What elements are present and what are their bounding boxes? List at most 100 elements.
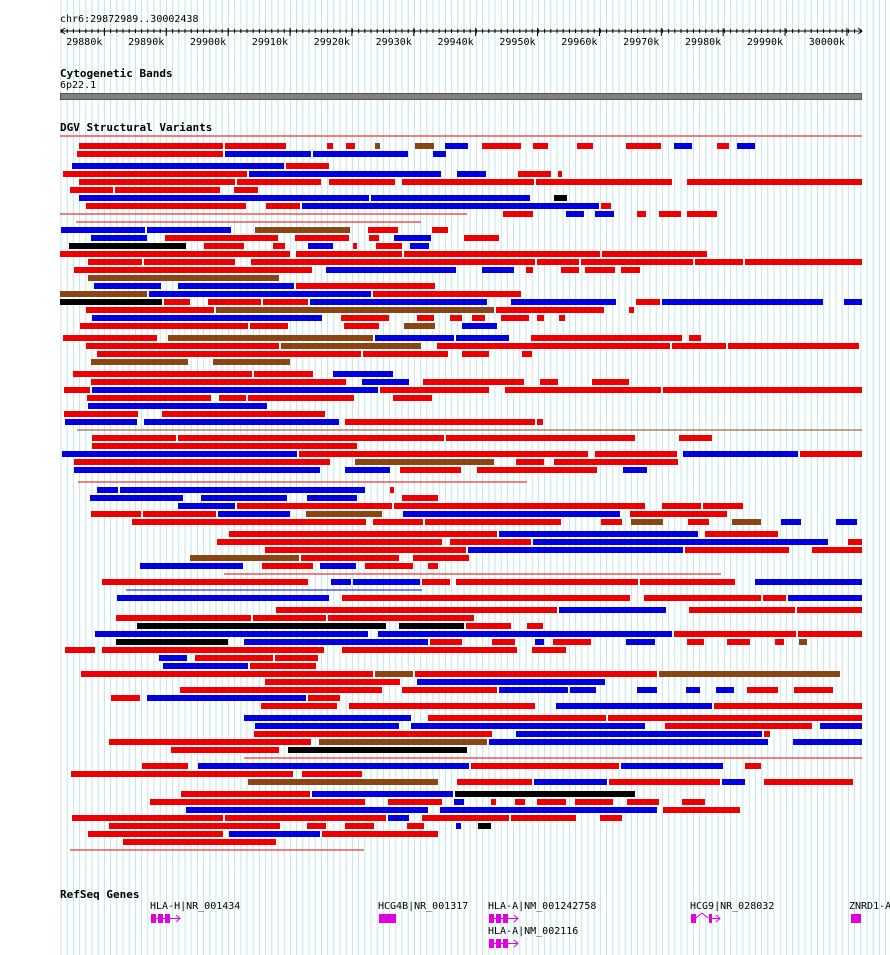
variant-feature [394, 235, 431, 241]
variant-feature [609, 779, 720, 785]
gene-label-hla-h[interactable]: HLA-H|NR_001434 [150, 901, 241, 912]
variant-feature [116, 615, 251, 621]
variant-feature [445, 143, 468, 149]
refseq-track-title: RefSeq Genes [60, 888, 140, 901]
variant-feature [88, 403, 267, 409]
variant-feature [60, 299, 162, 305]
variant-feature [601, 519, 622, 525]
variant-feature [788, 595, 862, 601]
gene-model-hla-h[interactable] [151, 914, 181, 923]
variant-feature [679, 435, 712, 441]
variant-feature [218, 511, 290, 517]
variant-feature [531, 335, 682, 341]
variant-feature [64, 387, 90, 393]
variant-feature [216, 307, 494, 313]
variant-feature [63, 335, 157, 341]
variant-feature [331, 579, 351, 585]
gene-label-znrd1[interactable]: ZNRD1-A [849, 901, 890, 912]
variant-feature [462, 323, 497, 329]
variant-feature [585, 267, 615, 273]
variant-feature [629, 307, 634, 313]
gene-model-hla-a-1[interactable] [489, 914, 519, 923]
variant-feature [369, 235, 379, 241]
gene-model-hcg9[interactable] [691, 912, 721, 923]
variant-feature [375, 143, 380, 149]
variant-feature [345, 823, 374, 829]
variant-feature [266, 203, 300, 209]
variant-feature [665, 723, 812, 729]
variant-feature [255, 227, 350, 233]
ruler-tick-label: 29880k [66, 37, 102, 48]
gene-label-hla-a-1[interactable]: HLA-A|NM_001242758 [488, 901, 597, 912]
variant-feature [79, 143, 223, 149]
variant-feature [86, 343, 279, 349]
variant-feature [313, 151, 408, 157]
variant-feature [554, 195, 567, 201]
variant-feature [73, 371, 252, 377]
variant-feature [595, 211, 614, 217]
variant-feature [775, 639, 784, 645]
variant-feature [689, 607, 795, 613]
variant-feature [116, 639, 228, 645]
variant-feature [570, 687, 596, 693]
gene-model-hcg4b[interactable] [379, 914, 396, 923]
variant-feature [244, 715, 411, 721]
variant-feature [623, 467, 647, 473]
location-label: chr6:29872989..30002438 [60, 14, 199, 25]
variant-feature [306, 511, 382, 517]
variant-feature [812, 547, 862, 553]
gene-label-hla-a-2[interactable]: HLA-A|NM_002116 [488, 926, 579, 937]
variant-feature [566, 211, 584, 217]
variant-feature [798, 631, 862, 637]
variant-feature [111, 695, 140, 701]
gene-model-znrd1[interactable] [851, 914, 861, 923]
variant-feature [91, 511, 141, 517]
variant-feature [162, 411, 325, 417]
variant-feature [60, 291, 147, 297]
gene-label-hcg9[interactable]: HCG9|NR_028032 [690, 901, 775, 912]
variant-feature [714, 703, 862, 709]
variant-feature [281, 343, 421, 349]
variant-feature [140, 563, 243, 569]
variant-feature [482, 267, 514, 273]
variant-feature [97, 351, 361, 357]
variant-feature [457, 779, 532, 785]
ruler-tick-label: 30000k [809, 37, 845, 48]
gene-label-hcg4b[interactable]: HCG4B|NR_001317 [378, 901, 469, 912]
variant-feature [273, 243, 285, 249]
variant-feature [102, 579, 308, 585]
variant-feature [363, 351, 448, 357]
variant-feature [781, 519, 801, 525]
variant-feature [88, 831, 223, 837]
variant-feature [553, 639, 591, 645]
variant-feature [60, 251, 290, 257]
variant-feature [63, 171, 247, 177]
coordinate-ruler[interactable]: 29880k 29890k 29900k 29910k 29920k 29930k 2994… [0, 26, 890, 48]
variant-feature [109, 823, 280, 829]
variant-feature [413, 555, 469, 561]
variant-feature [225, 143, 286, 149]
variant-feature [190, 555, 299, 561]
variant-feature [602, 251, 707, 257]
variant-feature [491, 799, 496, 805]
cytoband-bar[interactable] [60, 93, 862, 100]
variant-feature [95, 631, 368, 637]
variant-feature [492, 639, 515, 645]
variant-feature [328, 615, 474, 621]
variant-feature [109, 739, 311, 745]
variant-feature [102, 647, 324, 653]
variant-feature [503, 211, 533, 217]
variant-feature [793, 739, 862, 745]
variant-feature [515, 799, 525, 805]
variant-feature [554, 459, 678, 465]
variant-feature [455, 791, 635, 797]
variant-feature [608, 715, 862, 721]
variant-feature [346, 143, 355, 149]
gene-model-hla-a-2[interactable] [489, 939, 519, 948]
variant-feature [456, 579, 638, 585]
variant-feature [763, 595, 786, 601]
refseq-genes-track[interactable] [0, 910, 890, 950]
variant-feature [342, 647, 517, 653]
variant-feature [91, 235, 147, 241]
